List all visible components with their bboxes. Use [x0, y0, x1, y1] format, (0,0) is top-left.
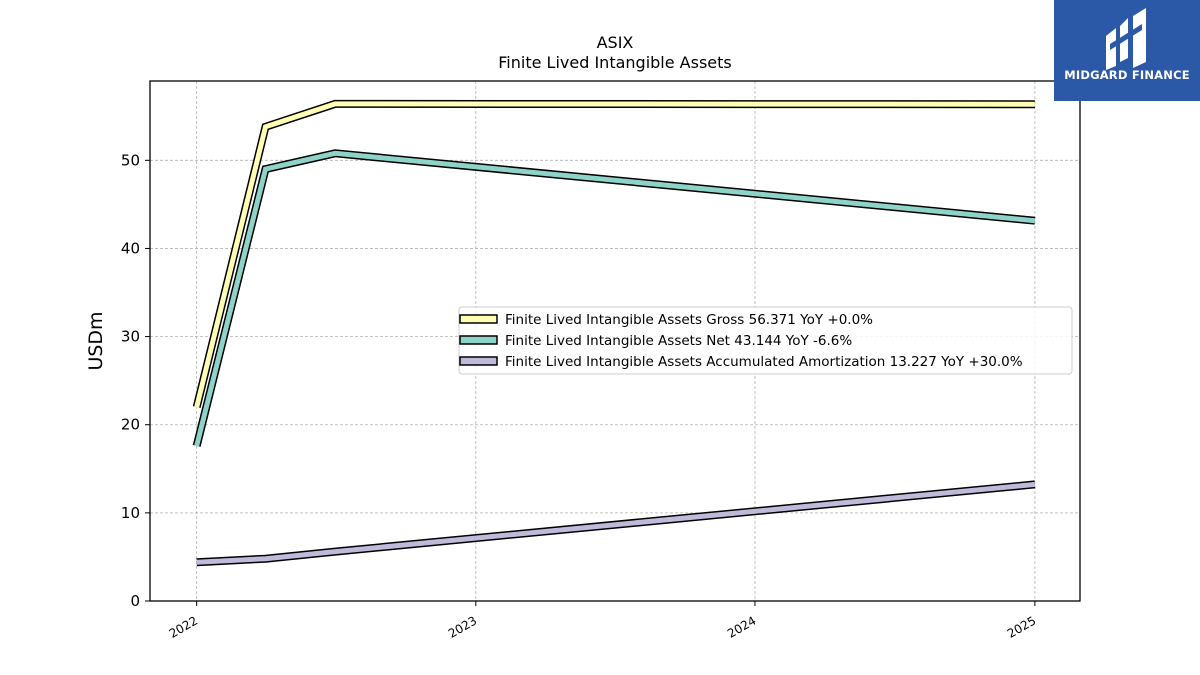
x-tick-label: 2022	[167, 613, 200, 640]
y-tick-label: 40	[121, 239, 140, 257]
x-tick-label: 2023	[446, 613, 479, 640]
series-line	[196, 481, 1036, 565]
series-line	[194, 101, 1035, 408]
legend-swatch	[459, 335, 498, 345]
logo-text: MIDGARD FINANCE	[1064, 68, 1190, 82]
series-line-outline	[192, 149, 1036, 447]
x-tick-label: 2025	[1005, 613, 1038, 640]
legend-entry: Finite Lived Intangible Assets Gross 56.…	[505, 312, 873, 328]
y-tick-label: 30	[121, 328, 140, 346]
legend-entry: Finite Lived Intangible Assets Net 43.14…	[505, 333, 852, 349]
y-tick-label: 10	[121, 504, 140, 522]
axes: 0 10 20 30 40 50 2022 2023 2024 2025	[121, 151, 1038, 641]
plot-frame	[149, 80, 1081, 602]
legend-entry: Finite Lived Intangible Assets Accumulat…	[505, 354, 1023, 370]
y-tick-label: 50	[121, 151, 140, 169]
x-tick-label: 2024	[725, 613, 758, 640]
y-tick-label: 0	[130, 592, 140, 610]
series-lines	[192, 99, 1036, 567]
legend-box	[458, 306, 1073, 375]
chart-title: ASIX	[597, 33, 634, 52]
chart-subtitle: Finite Lived Intangible Assets	[498, 53, 731, 72]
legend-swatch	[459, 314, 498, 324]
logo-mark-icon	[1106, 8, 1146, 70]
brand-logo: MIDGARD FINANCE	[1054, 0, 1200, 101]
y-axis-label: USDm	[85, 311, 107, 370]
series-line	[194, 150, 1036, 447]
y-tick-label: 20	[121, 416, 140, 434]
legend-swatch	[459, 356, 498, 366]
legend: Finite Lived Intangible Assets Gross 56.…	[458, 306, 1073, 375]
